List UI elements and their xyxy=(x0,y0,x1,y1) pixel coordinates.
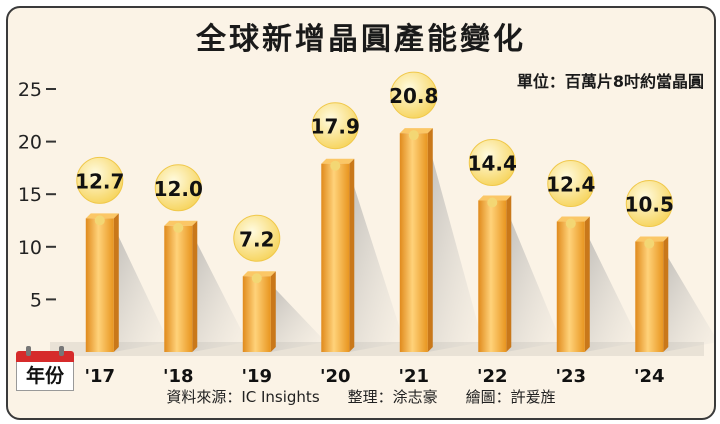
footer: 資料來源：IC Insights 整理：涂志豪 繪圖：許爰旌 xyxy=(8,386,714,407)
lightbulb-icon-base xyxy=(330,160,341,171)
bar-top xyxy=(478,195,512,201)
bar-shadow xyxy=(427,141,483,352)
lightbulb-icon xyxy=(390,71,438,119)
bar-shadow xyxy=(506,208,562,352)
bar xyxy=(242,276,271,352)
x-tick-label: '22 xyxy=(477,366,508,387)
bar xyxy=(556,221,585,352)
bar-side xyxy=(192,220,198,352)
data-label: 7.2 xyxy=(239,227,274,251)
y-tick-label: 10 xyxy=(18,237,42,259)
bar-shadow xyxy=(584,229,640,352)
lightbulb-icon xyxy=(468,139,516,187)
x-tick-label: '21 xyxy=(398,366,429,387)
bar-chart: 5 10 15 20 25 12.7 '17 12.0 '18 7.2 '19 17.9 '20 20.… xyxy=(18,71,714,387)
x-tick-label: '24 xyxy=(634,366,665,387)
bar-top xyxy=(321,158,355,164)
bar xyxy=(85,218,114,352)
lightbulb-icon xyxy=(233,214,281,262)
y-tick-label: 20 xyxy=(18,132,42,154)
x-tick-label: '17 xyxy=(84,366,115,387)
bar-shadow xyxy=(113,226,169,352)
lightbulb-icon xyxy=(76,156,124,204)
lightbulb-icon-base xyxy=(173,222,184,233)
lightbulb-icon-base xyxy=(94,215,105,226)
bar-top xyxy=(164,220,198,226)
chart-frame: 全球新增晶圓產能變化 單位：百萬片8吋約當晶圓 5 10 15 20 25 12.7 '1… xyxy=(6,6,716,420)
lightbulb-icon-base xyxy=(644,238,655,249)
bar-top xyxy=(242,271,276,277)
bar-top xyxy=(556,216,590,222)
bar-side xyxy=(270,271,276,352)
bar-side xyxy=(663,236,669,352)
bar-side xyxy=(427,128,433,352)
bar-shadow xyxy=(663,249,714,352)
bar xyxy=(164,225,193,352)
bar-side xyxy=(113,213,119,352)
y-tick-label: 5 xyxy=(30,289,42,311)
editor-credit: 整理：涂志豪 xyxy=(347,388,438,406)
y-tick-label: 25 xyxy=(18,79,42,101)
bar xyxy=(321,163,350,352)
data-label: 12.0 xyxy=(154,177,203,201)
bar xyxy=(478,200,507,352)
chart-title: 全球新增晶圓產能變化 xyxy=(196,22,526,57)
data-label: 10.5 xyxy=(625,193,674,217)
lightbulb-icon-base xyxy=(487,197,498,208)
bar-top xyxy=(85,213,119,219)
data-label: 12.4 xyxy=(546,173,595,197)
bar-side xyxy=(584,216,590,352)
data-label: 12.7 xyxy=(75,169,124,193)
lightbulb-icon-base xyxy=(408,130,419,141)
bar-top xyxy=(635,236,669,242)
calendar-icon: 年份 xyxy=(16,346,74,393)
lightbulb-icon xyxy=(625,180,673,228)
unit-label: 單位：百萬片8吋約當晶圓 xyxy=(516,72,704,91)
data-label: 20.8 xyxy=(389,84,438,108)
bar-shadow xyxy=(270,284,326,352)
x-tick-label: '18 xyxy=(163,366,194,387)
bar-top xyxy=(399,128,433,134)
data-label: 17.9 xyxy=(311,115,360,139)
x-tick-label: '23 xyxy=(555,366,586,387)
y-tick-label: 15 xyxy=(18,184,42,206)
lightbulb-icon-base xyxy=(565,218,576,229)
data-label: 14.4 xyxy=(468,152,517,176)
x-tick-label: '19 xyxy=(241,366,272,387)
lightbulb-icon xyxy=(154,164,202,212)
lightbulb-icon xyxy=(547,160,595,208)
bar xyxy=(399,133,428,352)
bar-shadow xyxy=(349,171,405,352)
illustrator-credit: 繪圖：許爰旌 xyxy=(465,388,556,406)
x-axis-label: 年份 xyxy=(16,362,74,391)
source-credit: 資料來源：IC Insights xyxy=(166,388,320,406)
bar-side xyxy=(349,158,355,352)
lightbulb-icon xyxy=(311,102,359,150)
x-tick-label: '20 xyxy=(320,366,351,387)
bar-side xyxy=(506,195,512,352)
bar-shadow xyxy=(192,233,248,352)
lightbulb-icon-base xyxy=(251,273,262,284)
bar xyxy=(635,241,664,352)
